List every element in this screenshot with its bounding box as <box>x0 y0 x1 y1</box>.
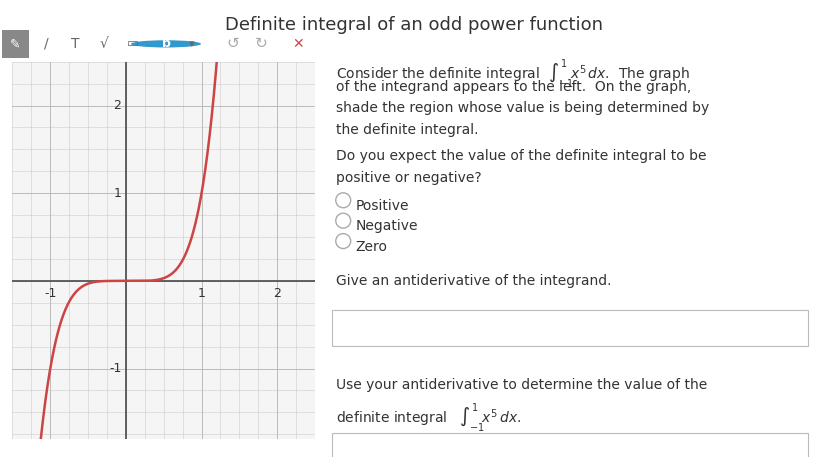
Text: ✎: ✎ <box>10 37 21 50</box>
Text: √: √ <box>99 37 108 51</box>
Text: positive or negative?: positive or negative? <box>335 171 481 185</box>
Text: ▭: ▭ <box>127 37 138 50</box>
Text: -1: -1 <box>108 362 121 375</box>
Text: Do you expect the value of the definite integral to be: Do you expect the value of the definite … <box>335 149 705 164</box>
Text: Definite integral of an odd power function: Definite integral of an odd power functi… <box>225 16 603 34</box>
Text: Positive: Positive <box>355 199 409 213</box>
Text: ✕: ✕ <box>292 37 304 51</box>
Text: 2: 2 <box>113 99 121 112</box>
Text: of the integrand appears to the left.  On the graph,: of the integrand appears to the left. On… <box>335 80 691 94</box>
Text: Consider the definite integral  $\int_{-1}^{1}\! x^5\, dx$.  The graph: Consider the definite integral $\int_{-1… <box>335 57 689 90</box>
Bar <box>2 30 29 58</box>
Text: Negative: Negative <box>355 219 417 233</box>
Text: 1: 1 <box>113 187 121 200</box>
Text: ↻: ↻ <box>255 37 267 51</box>
Text: Zero: Zero <box>355 239 388 254</box>
Text: shade the region whose value is being determined by: shade the region whose value is being de… <box>335 101 708 115</box>
Text: 2: 2 <box>273 287 281 300</box>
Text: b: b <box>161 37 171 50</box>
Text: Give an antiderivative of the integrand.: Give an antiderivative of the integrand. <box>335 274 610 288</box>
Text: -1: -1 <box>44 287 56 300</box>
Text: 1: 1 <box>197 287 205 300</box>
Text: ⌨: ⌨ <box>779 323 793 333</box>
Text: the definite integral.: the definite integral. <box>335 122 478 137</box>
Text: T: T <box>70 37 79 51</box>
Text: ↺: ↺ <box>226 37 239 51</box>
Text: definite integral   $\int_{-1}^{1}\! x^5\, dx$.: definite integral $\int_{-1}^{1}\! x^5\,… <box>335 401 521 434</box>
Text: Use your antiderivative to determine the value of the: Use your antiderivative to determine the… <box>335 378 706 392</box>
Text: ▾: ▾ <box>189 39 194 49</box>
Text: ⌨: ⌨ <box>779 446 793 456</box>
Circle shape <box>131 40 201 48</box>
Text: /: / <box>44 37 49 51</box>
